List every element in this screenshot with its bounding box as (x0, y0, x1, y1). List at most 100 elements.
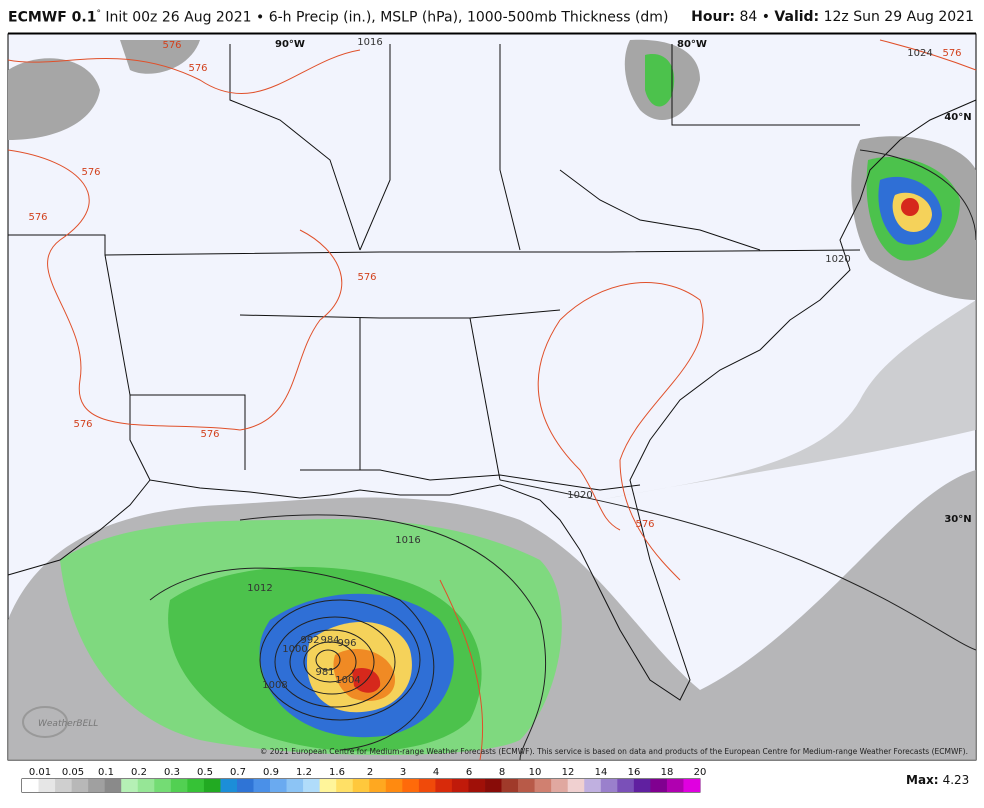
colorbar-label: 4 (433, 767, 439, 778)
contour-label: 1020 (825, 254, 850, 265)
colorbar-cell (55, 779, 72, 792)
colorbar-label: 0.7 (230, 767, 246, 778)
colorbar-label: 14 (595, 767, 608, 778)
contour-label: 576 (28, 212, 47, 223)
hour-value: 84 • (739, 9, 770, 25)
contour-label: 576 (357, 272, 376, 283)
logo: WeatherBELL (22, 706, 98, 738)
colorbar-label: 0.5 (197, 767, 213, 778)
graticule-label: 40°N (944, 112, 971, 123)
colorbar-cell (319, 779, 337, 792)
contour-label: 984 (320, 635, 339, 646)
colorbar-cell (137, 779, 155, 792)
colorbar-label: 6 (466, 767, 472, 778)
precip-field (8, 39, 976, 760)
colorbar-cell (270, 779, 287, 792)
colorbar-cell (567, 779, 585, 792)
contour-label: 1000 (282, 644, 307, 655)
colorbar-cell (666, 779, 684, 792)
contour-label: 576 (73, 419, 92, 430)
isobars (149, 149, 977, 761)
header: ECMWF 0.1° Init 00z 26 Aug 2021 • 6-h Pr… (8, 9, 976, 33)
description: Init 00z 26 Aug 2021 • 6-h Precip (in.),… (105, 9, 669, 26)
colorbar-cell (104, 779, 122, 792)
colorbar-cell (600, 779, 618, 792)
contour-label: 1016 (357, 37, 382, 48)
hour-label: Hour: (691, 9, 735, 25)
graticule-label: 30°N (944, 514, 971, 525)
colorbar-label: 12 (562, 767, 575, 778)
valid-time: Hour: 84 • Valid: 12z Sun 29 Aug 2021 (691, 9, 974, 25)
colorbar-cell (71, 779, 89, 792)
colorbar-cell (187, 779, 205, 792)
colorbar-cell (485, 779, 502, 792)
colorbar-cell (650, 779, 668, 792)
colorbar-cell (369, 779, 387, 792)
colorbar-cell (220, 779, 238, 792)
colorbar-cell (286, 779, 304, 792)
colorbar-label: 0.1 (98, 767, 114, 778)
colorbar-cell (203, 779, 221, 792)
colorbar-label: 18 (661, 767, 674, 778)
colorbar-label: 0.2 (131, 767, 147, 778)
colorbar-cell (418, 779, 436, 792)
colorbar-cell (683, 779, 701, 792)
contour-label: 981 (315, 667, 334, 678)
contour-label: 1016 (395, 535, 420, 546)
contour-label: 1024 (907, 48, 932, 59)
colorbar-cell (385, 779, 403, 792)
colorbar-cell (402, 779, 420, 792)
colorbar: 0.01 0.05 0.1 0.2 0.3 0.5 0.7 0.9 1.2 1.6 2 3 4 6 8 10 1… (21, 767, 707, 793)
colorbar-cell (170, 779, 188, 792)
colorbar-cell (501, 779, 519, 792)
max-value: 4.23 (943, 773, 970, 787)
contour-label: 576 (162, 40, 181, 51)
colorbar-cell (451, 779, 469, 792)
colorbar-cell (551, 779, 569, 792)
contour-label: 576 (81, 167, 100, 178)
contour-label: 576 (635, 519, 654, 530)
contour-label: 992 (300, 635, 319, 646)
contour-label: 996 (337, 638, 356, 649)
colorbar-cell (38, 779, 56, 792)
colorbar-cell (518, 779, 535, 792)
thickness-contours (7, 39, 977, 761)
contour-label: 1008 (262, 680, 287, 691)
max: Max: 4.23 (906, 773, 969, 787)
colorbar-label: 3 (400, 767, 406, 778)
contour-label: 576 (200, 429, 219, 440)
colorbar-cell (435, 779, 453, 792)
colorbar-cell (88, 779, 105, 792)
colorbar-label: 10 (529, 767, 542, 778)
graticule-label: 80°W (677, 39, 707, 50)
contour-label: 1004 (335, 675, 360, 686)
colorbar-cell (633, 779, 651, 792)
valid-value: 12z Sun 29 Aug 2021 (823, 9, 974, 25)
model: ECMWF 0.1 (8, 9, 97, 26)
colorbar-label: 8 (499, 767, 505, 778)
colorbar-label: 1.2 (296, 767, 312, 778)
contour-label: 576 (942, 48, 961, 59)
colorbar-cell (303, 779, 320, 792)
copyright: © 2021 European Centre for Medium-range … (260, 747, 968, 756)
colorbar-label: 20 (694, 767, 707, 778)
colorbar-label: 0.3 (164, 767, 180, 778)
colorbar-cell (154, 779, 172, 792)
colorbar-cell (584, 779, 602, 792)
valid-label: Valid: (774, 9, 820, 25)
colorbar-cell (534, 779, 552, 792)
colorbar-cell (468, 779, 486, 792)
colorbar-cell (121, 779, 139, 792)
logo-text: WeatherBELL (38, 719, 98, 729)
colorbar-cell (253, 779, 271, 792)
colorbar-cell (22, 779, 39, 792)
colorbar-label: 0.9 (263, 767, 279, 778)
boundaries (7, 44, 977, 701)
contour-label: 1012 (247, 583, 272, 594)
degree: ° (96, 9, 101, 19)
colorbar-cell (336, 779, 354, 792)
map-labels: 90°W 80°W 40°N 30°N 1016 576 576 576 576 1024 576 5… (28, 37, 971, 691)
colorbar-label: 0.01 (29, 767, 51, 778)
